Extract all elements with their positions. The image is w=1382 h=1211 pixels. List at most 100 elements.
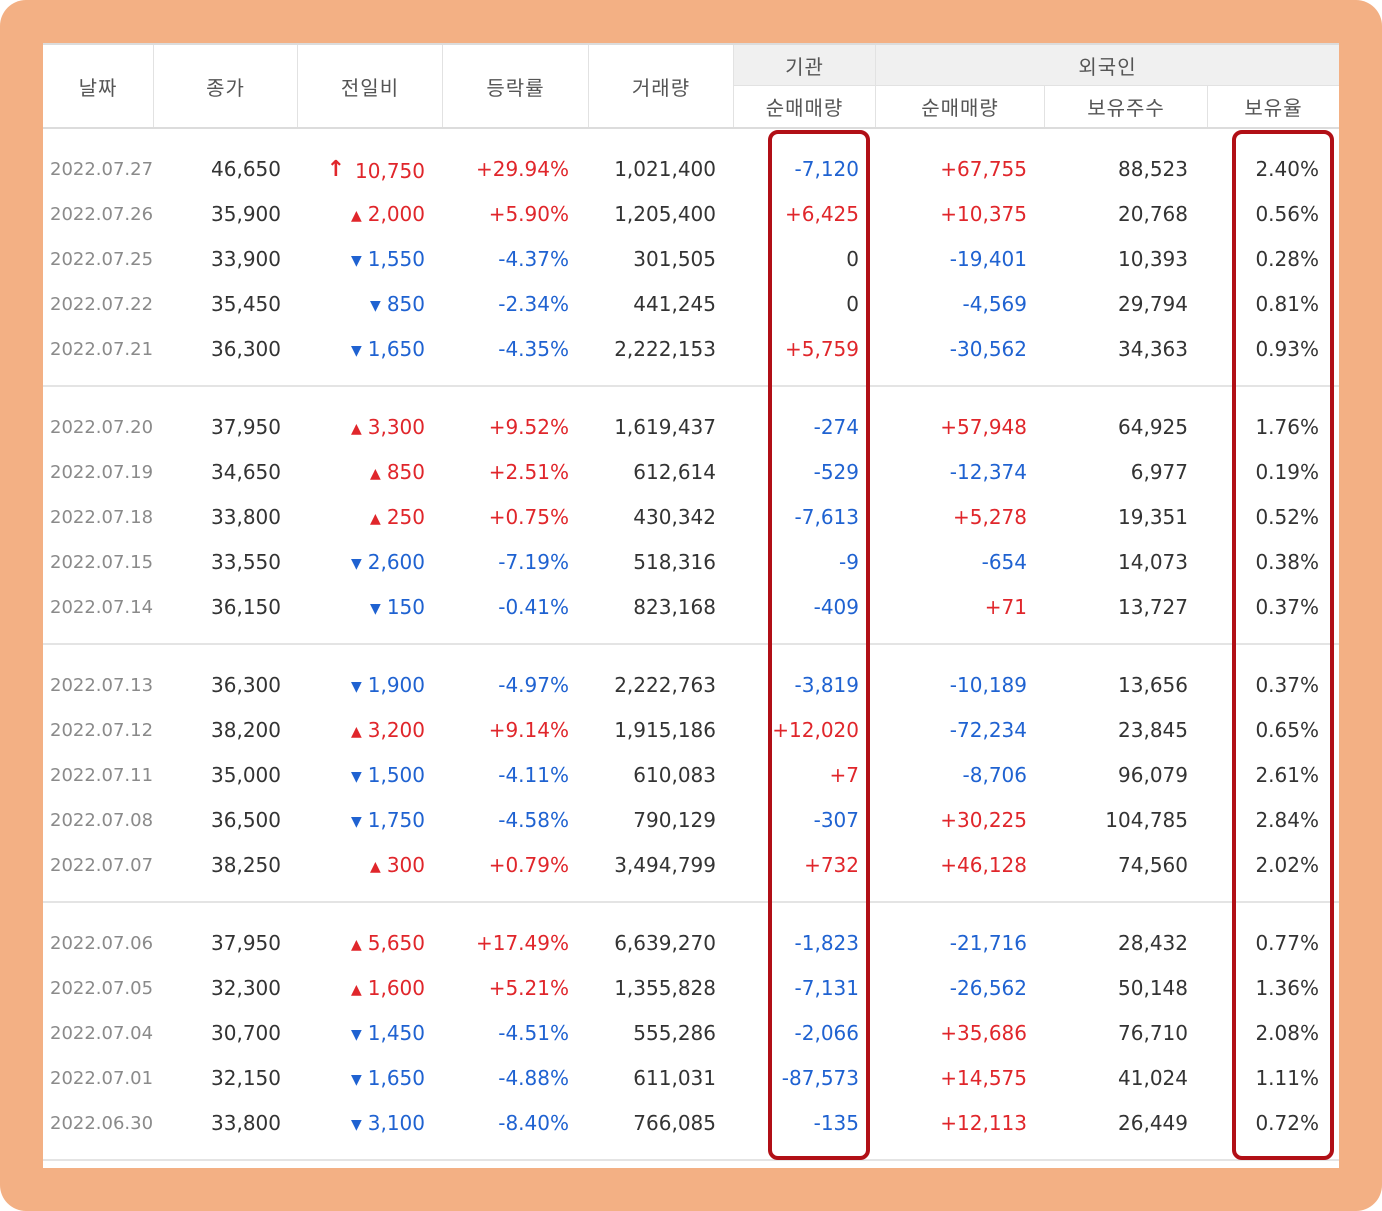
row-diff: 250 — [386, 505, 425, 529]
row-foreign-hold: 20,768 — [1118, 202, 1188, 226]
row-close: 37,950 — [211, 931, 281, 955]
down-triangle-icon: ▼ — [350, 1027, 362, 1043]
header-foreign-net: 순매매량 — [921, 96, 999, 120]
up-triangle-icon: ▲ — [370, 859, 381, 875]
row-rate: -4.35% — [498, 337, 569, 361]
down-triangle-icon: ▼ — [350, 1072, 362, 1088]
header-mid-border — [734, 85, 1339, 86]
header-institution: 기관 — [734, 45, 875, 85]
row-close: 34,650 — [211, 460, 281, 484]
row-diff-cell: ▼ 850 — [293, 282, 425, 327]
row-foreign-hold: 41,024 — [1118, 1066, 1188, 1090]
row-close: 33,900 — [211, 247, 281, 271]
row-foreign-net: +30,225 — [940, 808, 1027, 832]
row-institution-net: -135 — [813, 1111, 859, 1135]
row-institution-net: -87,573 — [781, 1066, 859, 1090]
row-diff: 1,900 — [367, 673, 425, 697]
row-date: 2022.06.30 — [50, 1113, 154, 1134]
row-close: 38,200 — [211, 718, 281, 742]
row-rate: +0.79% — [488, 853, 569, 877]
institution-net-highlight-box — [768, 130, 870, 1160]
row-foreign-ratio: 0.37% — [1255, 595, 1319, 619]
row-diff: 300 — [386, 853, 425, 877]
table-row: 2022.07.21 36,300 ▼ 1,650 -4.35% 2,222,153 +5,… — [43, 327, 1339, 372]
trading-table-panel: 날짜 종가 전일비 등락률 거래량 기관 순매매량 외국인 순매매량 보유주수 … — [43, 43, 1339, 1168]
row-foreign-net: +57,948 — [940, 415, 1027, 439]
row-diff: 1,600 — [367, 976, 425, 1000]
row-close: 32,300 — [211, 976, 281, 1000]
row-volume: 790,129 — [633, 808, 716, 832]
row-foreign-ratio: 2.40% — [1255, 157, 1319, 181]
down-triangle-icon: ▼ — [370, 601, 381, 617]
row-foreign-net: -10,189 — [949, 673, 1027, 697]
row-diff-cell: ▼ 150 — [293, 585, 425, 630]
header-diff: 전일비 — [340, 75, 400, 100]
row-diff: 3,100 — [367, 1111, 425, 1135]
row-foreign-ratio: 0.28% — [1255, 247, 1319, 271]
header-foreign: 외국인 — [876, 45, 1339, 85]
header-divider — [442, 45, 443, 127]
table-row: 2022.07.26 35,900 ▲ 2,000 +5.90% 1,205,400 +6,… — [43, 192, 1339, 237]
up-triangle-icon: ▲ — [350, 937, 362, 953]
row-volume: 1,915,186 — [614, 718, 716, 742]
table-row: 2022.07.06 37,950 ▲ 5,650 +17.49% 6,639,270 -1… — [43, 921, 1339, 966]
row-foreign-net: -654 — [981, 550, 1027, 574]
row-foreign-net: -12,374 — [949, 460, 1027, 484]
row-date: 2022.07.22 — [50, 294, 154, 315]
header-divider — [875, 45, 876, 127]
up-triangle-icon: ▲ — [370, 466, 381, 482]
row-foreign-hold: 19,351 — [1118, 505, 1188, 529]
header-divider — [733, 45, 734, 127]
table-row: 2022.07.15 33,550 ▼ 2,600 -7.19% 518,316 -9 -65… — [43, 540, 1339, 585]
header-foreign-hold: 보유주수 — [1087, 96, 1165, 120]
row-diff: 850 — [386, 460, 425, 484]
row-rate: -4.51% — [498, 1021, 569, 1045]
row-volume: 518,316 — [633, 550, 716, 574]
group-divider — [43, 1159, 1339, 1161]
row-volume: 6,639,270 — [614, 931, 716, 955]
row-date: 2022.07.14 — [50, 597, 154, 618]
row-date: 2022.07.25 — [50, 249, 154, 270]
table-row: 2022.07.08 36,500 ▼ 1,750 -4.58% 790,129 -307 +… — [43, 798, 1339, 843]
row-diff-cell: ▼ 1,650 — [293, 1056, 425, 1101]
table-row: 2022.07.22 35,450 ▼ 850 -2.34% 441,245 0 -4,569… — [43, 282, 1339, 327]
row-diff-cell: ▼ 3,100 — [293, 1101, 425, 1146]
row-foreign-ratio: 0.37% — [1255, 673, 1319, 697]
row-volume: 612,614 — [633, 460, 716, 484]
row-foreign-hold: 29,794 — [1118, 292, 1188, 316]
row-foreign-hold: 64,925 — [1118, 415, 1188, 439]
row-institution-net: +7 — [829, 763, 859, 787]
row-diff: 2,000 — [367, 202, 425, 226]
row-diff-cell: ▲ 250 — [293, 495, 425, 540]
row-diff-cell: ▼ 1,650 — [293, 327, 425, 372]
header-volume: 거래량 — [631, 75, 691, 100]
down-triangle-icon: ▼ — [350, 814, 362, 830]
row-volume: 1,619,437 — [614, 415, 716, 439]
row-volume: 1,355,828 — [614, 976, 716, 1000]
row-foreign-net: -21,716 — [949, 931, 1027, 955]
row-rate: +5.90% — [488, 202, 569, 226]
row-date: 2022.07.12 — [50, 720, 154, 741]
row-rate: -4.37% — [498, 247, 569, 271]
row-diff-cell: ▲ 300 — [293, 843, 425, 888]
row-diff-cell: ▲ 3,200 — [293, 708, 425, 753]
row-rate: +17.49% — [475, 931, 569, 955]
row-date: 2022.07.13 — [50, 675, 154, 696]
row-volume: 823,168 — [633, 595, 716, 619]
row-rate: +29.94% — [475, 157, 569, 181]
row-foreign-hold: 13,656 — [1118, 673, 1188, 697]
table-row: 2022.07.13 36,300 ▼ 1,900 -4.97% 2,222,763 -3,… — [43, 663, 1339, 708]
header-foreign-ratio: 보유율 — [1244, 96, 1303, 120]
row-foreign-ratio: 0.38% — [1255, 550, 1319, 574]
row-rate: +2.51% — [488, 460, 569, 484]
table-row: 2022.07.12 38,200 ▲ 3,200 +9.14% 1,915,186 +12… — [43, 708, 1339, 753]
row-diff: 1,450 — [367, 1021, 425, 1045]
row-volume: 3,494,799 — [614, 853, 716, 877]
row-close: 46,650 — [211, 157, 281, 181]
row-foreign-net: +71 — [984, 595, 1027, 619]
row-rate: +9.52% — [488, 415, 569, 439]
up-triangle-icon: ▲ — [350, 421, 362, 437]
row-rate: -4.11% — [498, 763, 569, 787]
row-foreign-ratio: 2.61% — [1255, 763, 1319, 787]
row-close: 36,300 — [211, 673, 281, 697]
